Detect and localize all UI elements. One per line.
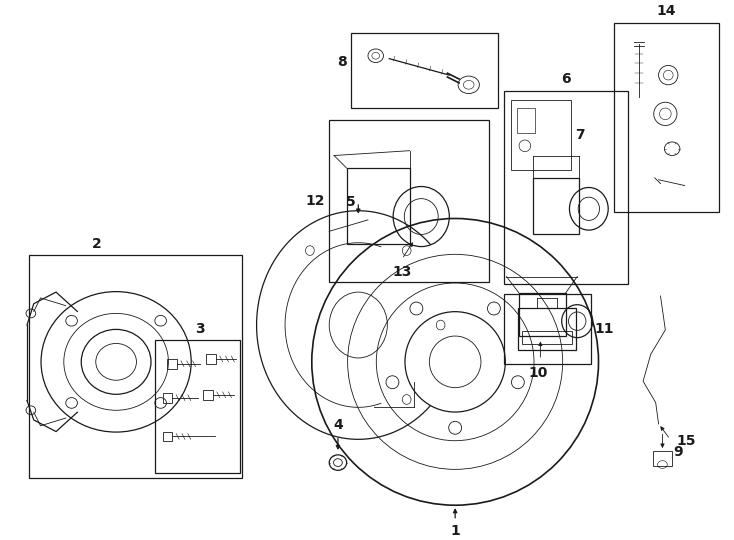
Text: 4: 4 <box>333 417 343 431</box>
Bar <box>330 120 489 282</box>
Text: 6: 6 <box>561 72 570 86</box>
Text: 14: 14 <box>657 4 676 18</box>
Bar <box>512 100 571 170</box>
Bar <box>163 431 172 441</box>
Bar <box>517 108 534 133</box>
Text: 15: 15 <box>676 434 696 448</box>
Bar <box>518 308 576 350</box>
Text: 13: 13 <box>392 265 412 279</box>
Text: 5: 5 <box>346 195 355 209</box>
Bar <box>614 23 719 212</box>
Bar <box>206 354 216 364</box>
Text: 8: 8 <box>337 55 346 69</box>
Text: 10: 10 <box>528 366 548 380</box>
Text: 2: 2 <box>92 238 101 252</box>
Bar <box>167 359 177 369</box>
Bar <box>522 331 573 345</box>
Bar <box>163 393 172 402</box>
Text: 1: 1 <box>450 524 460 538</box>
Bar <box>653 451 672 467</box>
Bar <box>29 255 242 478</box>
Bar <box>519 293 566 336</box>
Text: 9: 9 <box>673 445 683 459</box>
Bar <box>346 168 410 244</box>
Text: 12: 12 <box>306 194 325 208</box>
Text: 11: 11 <box>595 322 614 336</box>
Bar <box>351 32 498 108</box>
Bar <box>533 178 579 234</box>
Bar <box>155 340 240 473</box>
Bar <box>203 390 213 400</box>
Text: 3: 3 <box>195 322 206 336</box>
Text: 7: 7 <box>575 128 585 142</box>
Bar <box>504 294 591 364</box>
Bar <box>504 91 628 285</box>
